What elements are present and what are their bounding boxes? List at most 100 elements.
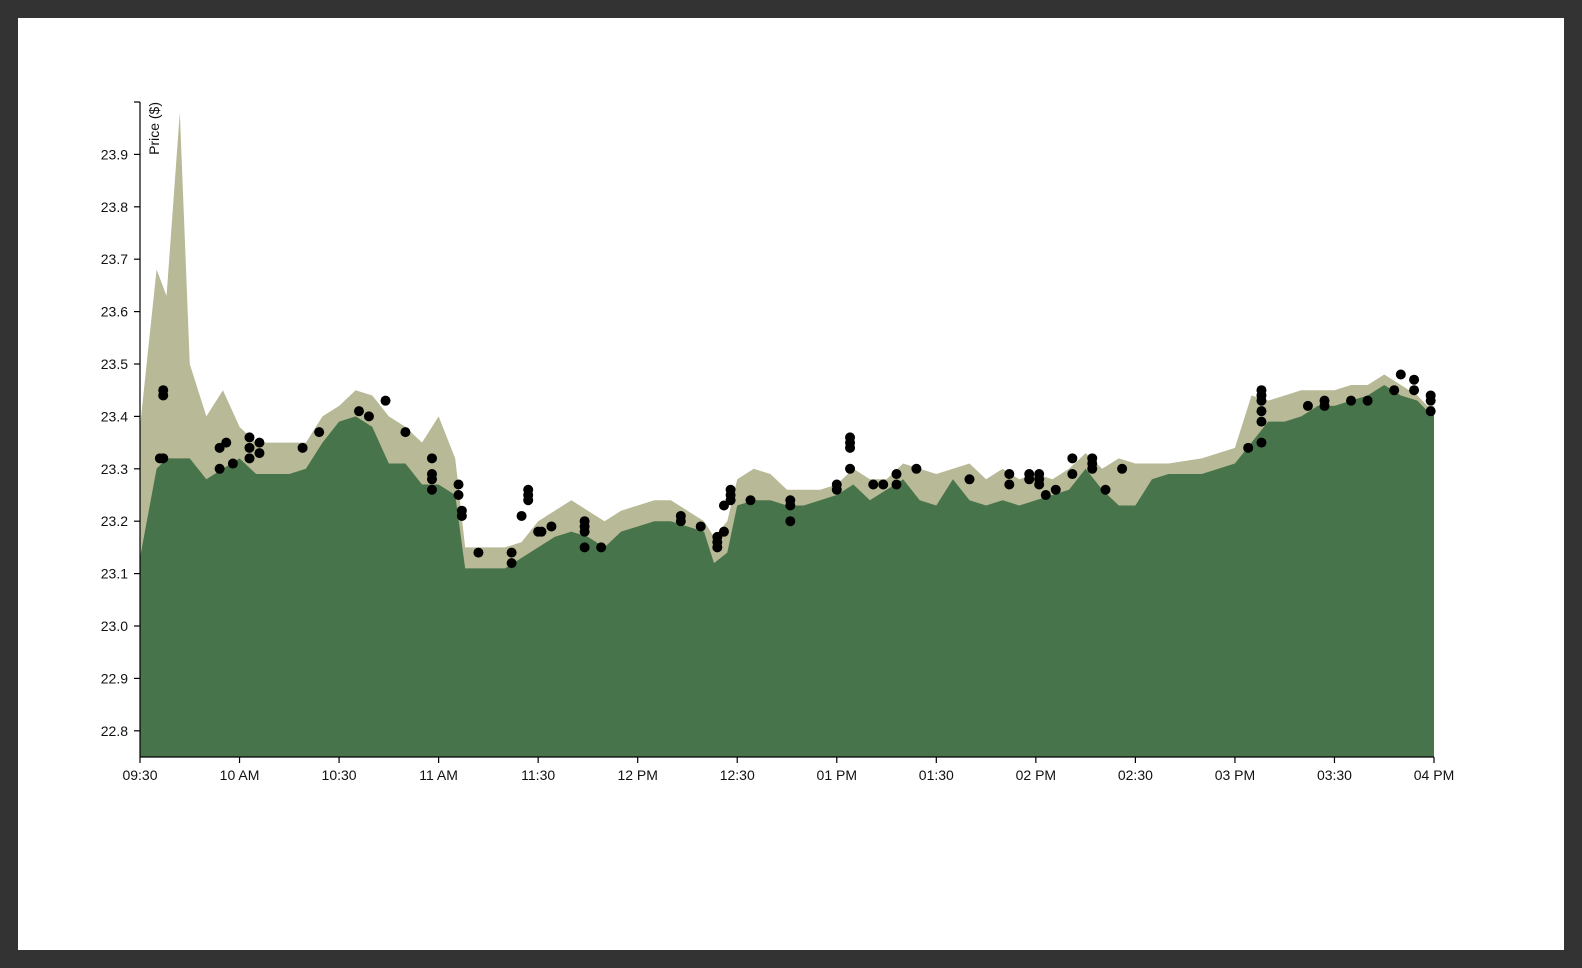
trade-point xyxy=(353,406,364,417)
trade-point xyxy=(244,453,255,464)
trade-point xyxy=(1389,385,1400,396)
trade-point xyxy=(785,516,796,527)
trade-point xyxy=(831,484,842,495)
trade-point xyxy=(785,500,796,511)
trade-point xyxy=(891,469,902,480)
x-tick-label: 02:30 xyxy=(1118,767,1153,783)
x-tick-label: 03 PM xyxy=(1215,767,1255,783)
y-axis-title: Price ($) xyxy=(146,102,162,155)
trade-point xyxy=(725,495,736,506)
trade-point xyxy=(845,442,856,453)
trade-point xyxy=(244,432,255,443)
trade-point xyxy=(1409,374,1420,385)
y-tick-label: 23.4 xyxy=(101,408,128,424)
x-tick-label: 10:30 xyxy=(322,767,357,783)
trade-point xyxy=(158,453,169,464)
trade-point xyxy=(1425,406,1436,417)
y-tick-label: 23.0 xyxy=(101,618,128,634)
y-tick-label: 22.9 xyxy=(101,670,128,686)
y-tick-label: 23.8 xyxy=(101,199,128,215)
trade-point xyxy=(1346,395,1357,406)
trade-point xyxy=(712,542,723,553)
trade-point xyxy=(546,521,557,532)
trade-point xyxy=(473,547,484,558)
x-tick-label: 01:30 xyxy=(919,767,954,783)
trade-point xyxy=(1067,469,1078,480)
trade-point xyxy=(1256,416,1267,427)
trade-point xyxy=(453,479,464,490)
trade-point xyxy=(363,411,374,422)
trade-point xyxy=(1100,484,1111,495)
trade-point xyxy=(523,495,534,506)
trade-point xyxy=(536,526,547,537)
trade-point xyxy=(964,474,975,485)
trade-point xyxy=(456,510,467,521)
trade-point xyxy=(718,526,729,537)
plot xyxy=(140,112,1436,758)
x-tick-label: 01 PM xyxy=(817,767,857,783)
trade-point xyxy=(878,479,889,490)
trade-point xyxy=(1087,463,1098,474)
trade-point xyxy=(453,490,464,500)
trade-point xyxy=(891,479,902,490)
trade-point xyxy=(254,448,265,459)
trade-point xyxy=(400,427,411,438)
x-tick-label: 04 PM xyxy=(1414,767,1454,783)
y-tick-label: 23.1 xyxy=(101,566,128,582)
trade-point xyxy=(845,463,856,474)
x-tick-label: 02 PM xyxy=(1016,767,1056,783)
y-tick-label: 23.2 xyxy=(101,513,128,529)
trade-point xyxy=(214,463,225,474)
x-tick-label: 10 AM xyxy=(220,767,260,783)
x-tick-label: 12:30 xyxy=(720,767,755,783)
trade-point xyxy=(1256,395,1267,406)
trade-point xyxy=(1004,469,1015,480)
trade-point xyxy=(1117,463,1128,474)
trade-point xyxy=(596,542,607,553)
y-tick-label: 23.9 xyxy=(101,146,128,162)
trade-point xyxy=(426,453,437,464)
trade-point xyxy=(1034,479,1045,490)
trade-point xyxy=(1040,490,1051,500)
trade-point xyxy=(1409,385,1420,396)
y-tick-label: 22.8 xyxy=(101,723,128,739)
price-area xyxy=(140,384,1434,757)
trade-point xyxy=(506,558,517,569)
trade-point xyxy=(221,437,232,448)
x-tick-label: 09:30 xyxy=(122,767,157,783)
trade-point xyxy=(426,474,437,485)
trade-point xyxy=(1362,395,1373,406)
trade-point xyxy=(868,479,879,490)
trade-point xyxy=(1024,474,1035,485)
trade-point xyxy=(244,442,255,453)
y-tick-label: 23.7 xyxy=(101,251,128,267)
trade-point xyxy=(158,390,169,401)
trade-point xyxy=(675,516,686,527)
trade-point xyxy=(911,463,922,474)
trade-point xyxy=(254,437,265,448)
trade-point xyxy=(297,442,308,453)
trade-point xyxy=(1256,437,1267,448)
trade-point xyxy=(1067,453,1078,464)
trade-point xyxy=(745,495,756,506)
x-tick-label: 11 AM xyxy=(419,767,458,783)
trade-point xyxy=(314,427,325,438)
trade-point xyxy=(380,395,391,406)
trade-point xyxy=(1243,442,1254,453)
trade-point xyxy=(1425,395,1436,406)
trade-point xyxy=(516,510,527,521)
trade-point xyxy=(1050,484,1061,495)
x-tick-label: 03:30 xyxy=(1317,767,1352,783)
y-tick-label: 23.6 xyxy=(101,304,128,320)
x-tick-label: 12 PM xyxy=(617,767,657,783)
trade-point xyxy=(426,484,437,495)
y-tick-label: 23.5 xyxy=(101,356,128,372)
x-tick-label: 11:30 xyxy=(521,767,555,783)
trade-point xyxy=(506,547,517,558)
trade-point xyxy=(695,521,706,532)
trade-point xyxy=(1256,406,1267,417)
trade-point xyxy=(579,526,590,537)
y-tick-label: 23.3 xyxy=(101,461,128,477)
trade-point xyxy=(1319,400,1330,411)
